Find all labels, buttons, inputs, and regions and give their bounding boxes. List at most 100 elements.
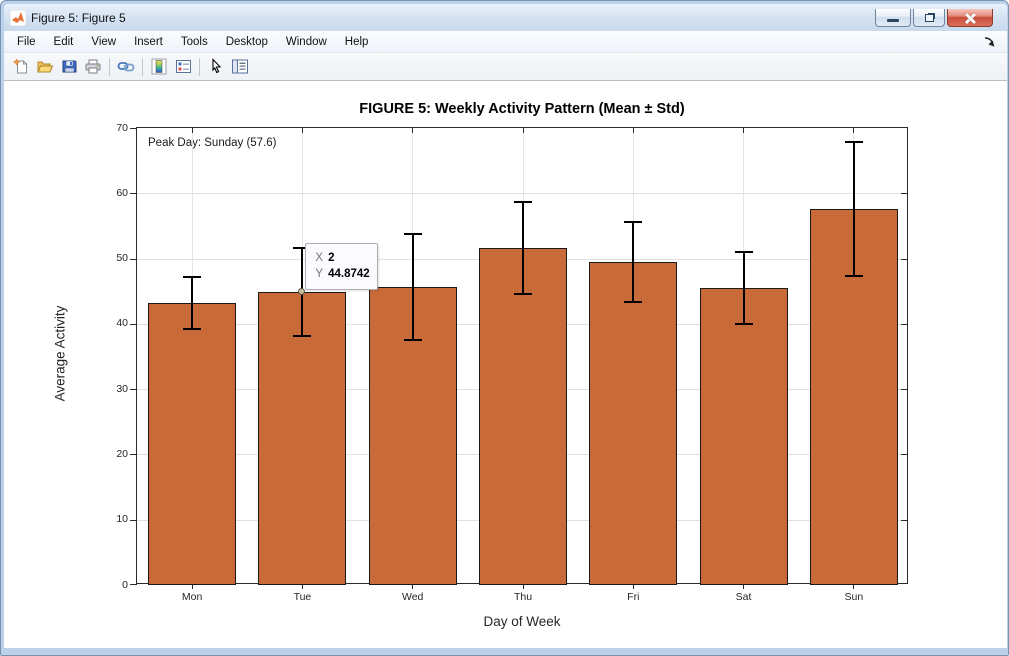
- minimize-button[interactable]: [875, 9, 911, 27]
- bar-fri[interactable]: [589, 261, 678, 585]
- chart-title: FIGURE 5: Weekly Activity Pattern (Mean …: [359, 101, 685, 117]
- x-tick: [853, 584, 855, 589]
- datatip-y-row: Y 44.8742: [315, 268, 370, 281]
- property-inspector-button[interactable]: [228, 55, 252, 79]
- errorbar-cap-top: [403, 232, 422, 235]
- link-plot-button[interactable]: [114, 55, 138, 79]
- restore-icon: [924, 14, 934, 22]
- property-inspector-icon: [232, 59, 248, 74]
- toolbar-separator: [142, 57, 143, 76]
- menu-edit[interactable]: Edit: [53, 35, 74, 48]
- minimize-icon: [887, 18, 899, 22]
- x-tick-top: [632, 128, 634, 133]
- y-tick-right: [901, 454, 907, 456]
- peak-day-annotation: Peak Day: Sunday (57.6): [148, 137, 277, 149]
- menu-desktop[interactable]: Desktop: [225, 35, 268, 48]
- dock-figure-icon[interactable]: [983, 35, 997, 49]
- x-tick: [412, 584, 414, 589]
- toolbar-separator: [199, 57, 200, 76]
- insert-colorbar-button[interactable]: [147, 55, 171, 79]
- restore-button[interactable]: [913, 9, 945, 27]
- y-tick-label: 30: [116, 382, 128, 395]
- bar-tue[interactable]: [258, 292, 347, 585]
- y-tick-label: 0: [122, 578, 128, 591]
- figure-toolbar: [4, 53, 1007, 81]
- errorbar-cap-top: [514, 201, 532, 204]
- print-figure-button[interactable]: [81, 55, 105, 79]
- errorbar-cap-bottom: [403, 338, 422, 341]
- y-tick: [130, 389, 137, 391]
- menu-help[interactable]: Help: [344, 35, 369, 48]
- x-tick-label: Sat: [735, 591, 752, 603]
- open-file-button[interactable]: [33, 55, 57, 79]
- menu-tools[interactable]: Tools: [180, 35, 208, 48]
- y-tick: [130, 128, 137, 129]
- y-tick-right: [901, 323, 907, 325]
- x-tick: [743, 584, 745, 589]
- x-tick-top: [853, 128, 855, 133]
- menu-file[interactable]: File: [17, 35, 36, 48]
- errorbar-sat: [742, 252, 745, 324]
- menu-view[interactable]: View: [91, 35, 117, 48]
- x-tick: [191, 584, 193, 589]
- edit-plot-button[interactable]: [204, 55, 228, 79]
- save-icon: [62, 60, 76, 73]
- errorbar-cap-top: [844, 141, 863, 144]
- errorbar-cap-top: [183, 275, 202, 278]
- print-icon: [85, 59, 101, 74]
- x-tick-label: Wed: [402, 591, 424, 603]
- close-button[interactable]: [947, 9, 993, 27]
- legend-icon: [175, 60, 191, 73]
- cursor-arrow-icon: [212, 58, 222, 74]
- bar-mon[interactable]: [148, 302, 237, 585]
- x-tick: [632, 584, 634, 589]
- errorbar-thu: [522, 202, 524, 294]
- new-figure-button[interactable]: [9, 55, 33, 79]
- bar-sat[interactable]: [699, 287, 788, 585]
- y-tick-label: 60: [116, 186, 128, 199]
- errorbar-cap-bottom: [183, 328, 202, 331]
- link-icon: [117, 62, 135, 72]
- x-tick-label: Thu: [513, 591, 533, 603]
- x-tick-label: Sun: [844, 591, 864, 603]
- menu-insert[interactable]: Insert: [134, 35, 163, 48]
- errorbar-cap-bottom: [514, 292, 532, 295]
- menu-window[interactable]: Window: [285, 35, 327, 48]
- errorbar-cap-top: [624, 221, 643, 223]
- x-tick: [301, 584, 303, 589]
- title-bar[interactable]: Figure 5: Figure 5: [4, 4, 1007, 31]
- y-axis-label: Average Activity: [52, 305, 68, 402]
- insert-legend-button[interactable]: [171, 55, 195, 79]
- y-tick-label: 70: [116, 121, 128, 134]
- y-tick: [130, 454, 137, 456]
- x-tick-label: Mon: [181, 591, 203, 603]
- errorbar-cap-bottom: [624, 300, 643, 303]
- x-tick-top: [301, 128, 303, 133]
- matlab-logo-icon: [10, 9, 26, 26]
- x-tick-label: Tue: [293, 591, 312, 603]
- menu-bar: File Edit View Insert Tools Desktop Wind…: [4, 31, 1007, 53]
- save-figure-button[interactable]: [57, 55, 81, 79]
- toolbar-separator: [109, 57, 110, 76]
- figure-canvas: FIGURE 5: Weekly Activity Pattern (Mean …: [4, 81, 1007, 648]
- open-folder-icon: [37, 61, 54, 73]
- y-tick-right: [901, 519, 907, 521]
- y-tick-right: [901, 258, 907, 260]
- bar-thu[interactable]: [479, 248, 567, 585]
- x-tick-top: [191, 128, 193, 133]
- y-tick-label: 20: [116, 447, 128, 460]
- y-tick: [130, 258, 137, 260]
- errorbar-cap-top: [734, 251, 753, 254]
- x-axis-label: Day of Week: [483, 614, 561, 629]
- y-tick-right: [901, 193, 907, 195]
- y-tick-label: 50: [116, 252, 128, 265]
- errorbar-fri: [632, 222, 635, 302]
- datatip-marker: [298, 288, 306, 296]
- x-tick-top: [743, 128, 745, 133]
- h-gridline: [137, 193, 907, 195]
- errorbar-wed: [411, 233, 414, 340]
